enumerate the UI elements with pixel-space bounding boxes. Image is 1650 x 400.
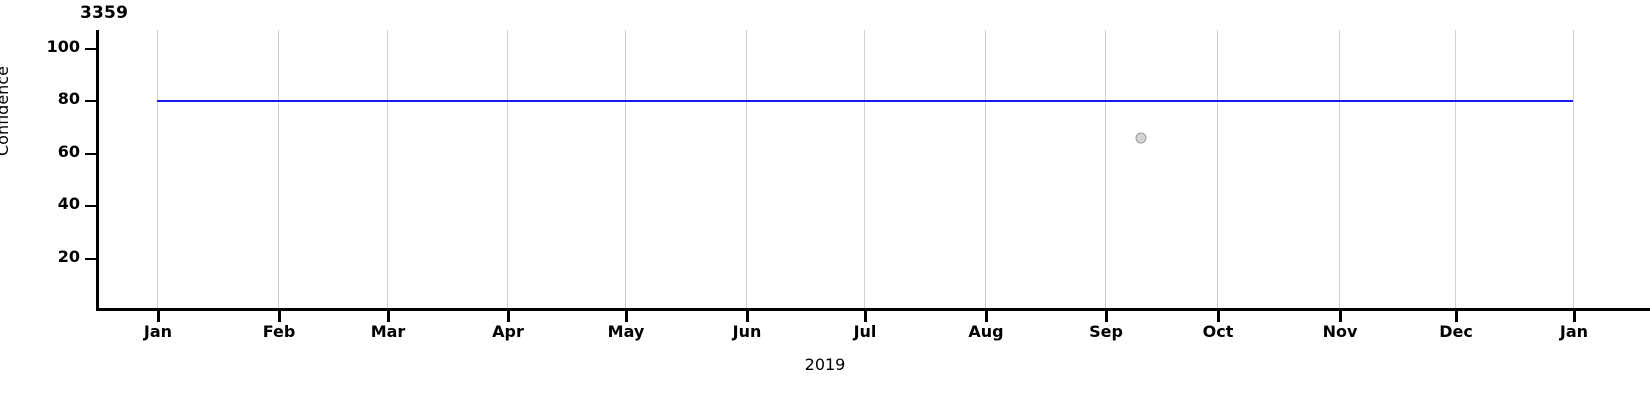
x-axis-tick-label: Mar: [370, 322, 406, 341]
gridline-vertical: [1105, 30, 1106, 308]
x-axis-tick-label: Feb: [262, 322, 296, 341]
gridline-vertical: [985, 30, 986, 308]
x-axis-tick: [864, 311, 867, 322]
page-title: 3359: [80, 3, 129, 23]
x-axis-tick: [985, 311, 988, 322]
x-axis-tick: [507, 311, 510, 322]
y-axis-tick-label: 60: [57, 142, 80, 161]
y-axis-tick: [85, 100, 96, 102]
y-axis-tick-label: 40: [57, 194, 80, 213]
x-axis-title-label: 2019: [804, 355, 846, 374]
x-axis-tick-label: Jun: [732, 322, 762, 341]
x-axis-title: 2019: [0, 355, 1650, 374]
gridline-vertical: [278, 30, 279, 308]
x-axis-tick: [1455, 311, 1458, 322]
plot-area: [96, 30, 1650, 308]
y-axis-tick-label: 100: [46, 37, 80, 56]
x-axis-tick-label: Sep: [1089, 322, 1123, 341]
x-axis-tick-label: Jan: [1559, 322, 1589, 341]
x-axis-tick-label: Nov: [1322, 322, 1358, 341]
x-axis-line: [96, 308, 1650, 311]
y-axis-title: Confidence: [0, 66, 12, 156]
y-axis-tick: [85, 205, 96, 207]
x-axis-tick: [625, 311, 628, 322]
data-point[interactable]: [1135, 132, 1147, 144]
gridline-vertical: [387, 30, 388, 308]
x-axis-tick: [387, 311, 390, 322]
x-axis-tick: [746, 311, 749, 322]
gridline-vertical: [507, 30, 508, 308]
x-axis-tick-label: Jan: [143, 322, 173, 341]
x-axis-tick-label: Aug: [968, 322, 1004, 341]
x-axis-tick: [1573, 311, 1576, 322]
gridline-vertical: [625, 30, 626, 308]
y-axis-tick: [85, 48, 96, 50]
y-axis-tick: [85, 258, 96, 260]
y-axis-tick-label: 20: [57, 247, 80, 266]
x-axis-tick: [278, 311, 281, 322]
threshold-line: [157, 100, 1573, 102]
gridline-vertical: [864, 30, 865, 308]
x-axis-tick-label: Jul: [853, 322, 877, 341]
gridline-vertical: [746, 30, 747, 308]
gridline-vertical: [1455, 30, 1456, 308]
gridline-vertical: [157, 30, 158, 308]
y-axis-tick-label: 80: [57, 89, 80, 108]
gridline-vertical: [1339, 30, 1340, 308]
x-axis-tick: [1105, 311, 1108, 322]
gridline-vertical: [1217, 30, 1218, 308]
x-axis-tick-label: Dec: [1439, 322, 1473, 341]
x-axis-tick: [157, 311, 160, 322]
y-axis-line: [96, 30, 99, 310]
gridline-vertical: [1573, 30, 1574, 308]
x-axis-tick: [1339, 311, 1342, 322]
x-axis-tick: [1217, 311, 1220, 322]
x-axis-tick-label: May: [607, 322, 645, 341]
y-axis-tick: [85, 153, 96, 155]
x-axis-tick-label: Apr: [492, 322, 524, 341]
x-axis-tick-label: Oct: [1202, 322, 1234, 341]
